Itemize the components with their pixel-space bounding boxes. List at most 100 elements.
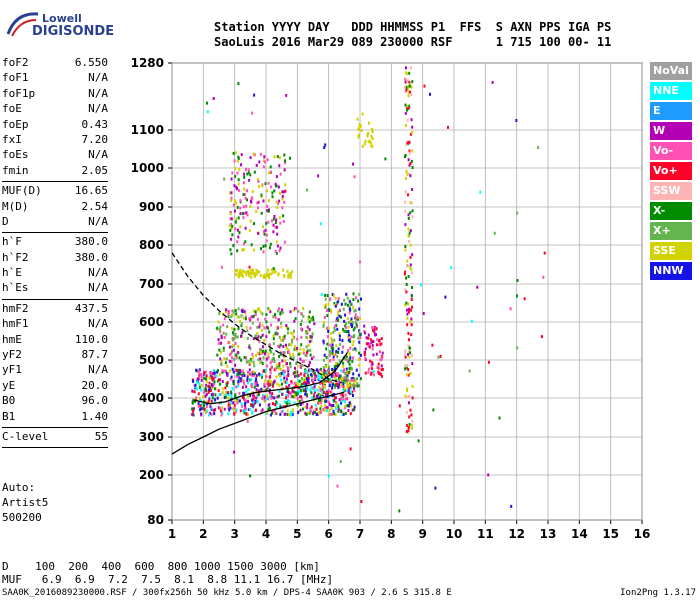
echo-point [249, 407, 252, 411]
echo-point [256, 325, 259, 329]
echo-point [332, 404, 335, 407]
echo-point [281, 194, 284, 198]
echo-point [271, 392, 274, 396]
echo-point [247, 372, 250, 376]
echo-point [263, 273, 266, 277]
echo-point [252, 268, 255, 272]
echo-point [318, 368, 321, 372]
echo-point [220, 265, 223, 269]
legend-item: SSE [650, 242, 692, 260]
echo-point [272, 267, 275, 271]
param-name: foF1p [2, 86, 36, 100]
echo-point [353, 309, 356, 313]
echo-point [345, 369, 348, 373]
echo-point [309, 389, 312, 393]
param-value: 1.40 [81, 409, 109, 423]
echo-point [239, 379, 242, 383]
echo-point [251, 398, 254, 402]
echo-point [260, 373, 263, 377]
echo-point [229, 191, 231, 195]
echo-point [254, 310, 257, 314]
echo-point [227, 401, 230, 405]
echo-point [380, 364, 383, 368]
echo-point [226, 381, 229, 385]
echo-point [408, 71, 411, 75]
echo-point [232, 310, 235, 314]
echo-point [353, 334, 356, 337]
echo-point [407, 94, 410, 98]
echo-point [204, 394, 207, 398]
echo-point [285, 324, 288, 327]
echo-point [266, 274, 268, 278]
echo-point [407, 158, 410, 162]
echo-point [234, 272, 237, 276]
param-value: N/A [88, 148, 108, 162]
echo-point [404, 80, 407, 84]
echo-point [255, 209, 258, 213]
echo-point [352, 356, 354, 360]
echo-point [404, 355, 407, 359]
echo-point [267, 382, 270, 386]
echo-point [404, 103, 407, 107]
echo-point [279, 403, 282, 407]
echo-point [306, 330, 309, 333]
echo-point [326, 342, 329, 346]
echo-point [206, 409, 208, 413]
echo-point [224, 369, 227, 373]
echo-point [242, 392, 245, 396]
echo-point [349, 300, 352, 304]
echo-point [260, 195, 263, 199]
echo-point [332, 374, 335, 378]
echo-point [239, 225, 242, 229]
echo-point [217, 369, 219, 373]
echo-point [406, 172, 409, 176]
echo-point [299, 347, 302, 351]
param-name: foF1 [2, 71, 29, 85]
y-tick-label: 300 [139, 430, 164, 444]
echo-point [281, 190, 284, 194]
echo-point [293, 347, 296, 351]
echo-point [357, 127, 360, 131]
echo-point [260, 247, 262, 251]
echo-point [327, 389, 330, 393]
echo-point [309, 348, 312, 352]
echo-point [357, 299, 359, 303]
echo-point [411, 384, 414, 388]
y-tick-label: 500 [139, 353, 164, 367]
echo-point [431, 343, 434, 347]
echo-point [409, 351, 412, 355]
param-row: foE N/A [2, 102, 108, 117]
echo-point [242, 193, 245, 197]
echo-point [345, 397, 348, 401]
echo-point [237, 374, 239, 378]
echo-point [279, 405, 282, 409]
echo-point [273, 396, 276, 400]
echo-point [328, 384, 331, 388]
echo-point [406, 316, 409, 320]
echo-point [279, 246, 282, 250]
echo-point [405, 176, 407, 180]
echo-point [370, 338, 373, 342]
echo-point [236, 401, 239, 405]
echo-point [260, 211, 263, 215]
echo-point [265, 397, 268, 401]
echo-point [283, 200, 286, 204]
param-name: foEp [2, 117, 29, 131]
echo-point [281, 311, 284, 315]
echo-point [244, 404, 246, 408]
echo-point [330, 404, 333, 408]
echo-point [228, 359, 231, 363]
echo-point [206, 110, 209, 114]
echo-point [300, 395, 303, 399]
echo-point [226, 372, 229, 376]
echo-point [263, 400, 266, 403]
echo-point [405, 143, 408, 147]
profile-trace [193, 352, 349, 405]
echo-point [218, 348, 221, 352]
echo-point [408, 401, 410, 405]
echo-point [236, 372, 239, 376]
echo-point [287, 350, 290, 354]
echo-point [269, 395, 272, 398]
y-tick-label: 1100 [131, 123, 164, 137]
echo-point [229, 404, 231, 408]
